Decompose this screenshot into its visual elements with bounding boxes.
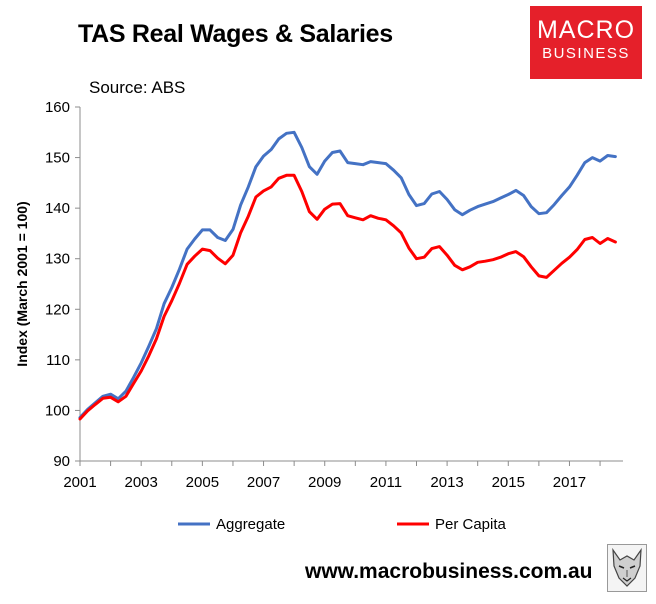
website-url: www.macrobusiness.com.au [305,560,593,583]
x-tick-label: 2017 [553,474,586,491]
x-tick-label: 2009 [308,474,341,491]
logo-line-1: MACRO [536,16,636,44]
series-line-aggregate [78,130,617,419]
y-tick-label: 160 [45,99,70,116]
wolf-logo-icon [607,544,647,592]
macrobusiness-logo: MACRO BUSINESS [530,6,642,79]
x-tick-label: 2005 [186,474,219,491]
x-tick-label: 2013 [430,474,463,491]
x-tick-label: 2011 [370,474,402,491]
legend-label-aggregate: Aggregate [216,516,285,533]
logo-line-2: BUSINESS [542,45,630,62]
chart-title: TAS Real Wages & Salaries [78,20,393,48]
y-tick-label: 110 [46,352,70,369]
y-tick-label: 90 [53,453,70,470]
y-tick-label: 130 [45,251,70,268]
source-label: Source: ABS [89,78,186,97]
x-tick-label: 2003 [124,474,157,491]
x-tick-label: 2001 [63,474,96,491]
x-tick-label: 2015 [492,474,525,491]
x-tick-label: 2007 [247,474,280,491]
legend-label-per-capita: Per Capita [435,516,507,533]
y-tick-label: 100 [45,402,70,419]
y-tick-label: 140 [45,200,70,217]
y-axis-label: Index (March 2001 = 100) [14,201,30,366]
y-tick-label: 150 [45,150,70,167]
y-tick-label: 120 [45,301,70,318]
series-line-per-capita [78,173,617,421]
